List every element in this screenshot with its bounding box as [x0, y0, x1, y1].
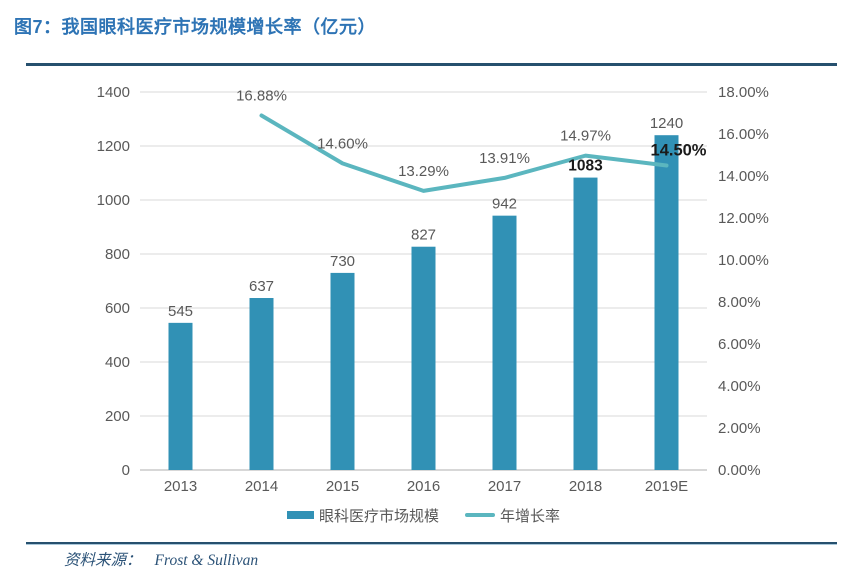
- bar-2014: [249, 298, 274, 470]
- figure-title: 图7：我国眼科医疗市场规模增长率（亿元）: [14, 17, 377, 37]
- x-axis-label: 2019E: [645, 478, 688, 495]
- right-axis-tick: 8.00%: [718, 294, 761, 311]
- legend-label-line: 年增长率: [500, 507, 561, 525]
- bar-value-label: 637: [249, 278, 274, 295]
- left-axis-tick: 200: [105, 408, 130, 425]
- bar-2018: [573, 177, 598, 470]
- bar-value-label: 1240: [650, 115, 683, 132]
- bar-value-label: 1083: [568, 158, 603, 175]
- left-axis-tick: 1200: [97, 138, 130, 155]
- right-axis-tick: 10.00%: [718, 252, 769, 269]
- bar-2017: [492, 215, 517, 470]
- bar-value-label: 545: [168, 303, 193, 320]
- left-axis-tick: 800: [105, 246, 130, 263]
- legend-label-bar: 眼科医疗市场规模: [318, 507, 439, 525]
- left-axis-tick: 1400: [97, 84, 130, 101]
- right-axis-tick: 4.00%: [718, 378, 761, 395]
- line-value-label: 14.97%: [560, 128, 611, 145]
- chart-legend: 眼科医疗市场规模 年增长率: [140, 505, 707, 525]
- source-text: Frost & Sullivan: [154, 552, 259, 569]
- growth-rate-line: [259, 113, 669, 193]
- bar-2015: [330, 272, 355, 470]
- right-axis-tick: 18.00%: [718, 84, 769, 101]
- bottom-divider: [26, 542, 837, 545]
- bar-value-label: 827: [411, 227, 436, 244]
- line-value-label: 16.88%: [236, 88, 287, 105]
- bar-2013: [168, 322, 193, 470]
- bar-series-swatch: [286, 511, 314, 519]
- left-axis-tick: 600: [105, 300, 130, 317]
- right-axis-tick: 12.00%: [718, 210, 769, 227]
- line-value-label: 13.91%: [479, 150, 530, 167]
- line-series-swatch: [465, 513, 495, 517]
- x-axis-label: 2014: [245, 478, 278, 495]
- legend-item-line: 年增长率: [465, 505, 560, 526]
- x-axis-label: 2018: [569, 478, 602, 495]
- left-axis-tick: 1000: [97, 192, 130, 209]
- source-prefix: 资料来源：: [64, 552, 142, 569]
- left-axis-tick: 0: [122, 462, 130, 479]
- left-axis-tick: 400: [105, 354, 130, 371]
- line-value-label: 14.50%: [651, 142, 707, 160]
- bar-value-label: 730: [330, 253, 355, 270]
- source-note: 资料来源： Frost & Sullivan: [64, 548, 258, 570]
- x-axis-label: 2015: [326, 478, 359, 495]
- bar-2019E: [654, 135, 679, 470]
- right-axis-tick: 2.00%: [718, 420, 761, 437]
- x-axis-label: 2016: [407, 478, 440, 495]
- x-axis-label: 2013: [164, 478, 197, 495]
- line-value-label: 13.29%: [398, 163, 449, 180]
- x-axis-label: 2017: [488, 478, 521, 495]
- right-axis-tick: 14.00%: [718, 168, 769, 185]
- top-divider: [26, 63, 837, 66]
- bar-value-label: 942: [492, 196, 517, 213]
- right-axis-tick: 6.00%: [718, 336, 761, 353]
- right-axis-tick: 16.00%: [718, 126, 769, 143]
- legend-item-bar: 眼科医疗市场规模: [286, 505, 439, 526]
- line-value-label: 14.60%: [317, 135, 368, 152]
- right-axis-tick: 0.00%: [718, 462, 761, 479]
- bar-2016: [411, 246, 436, 470]
